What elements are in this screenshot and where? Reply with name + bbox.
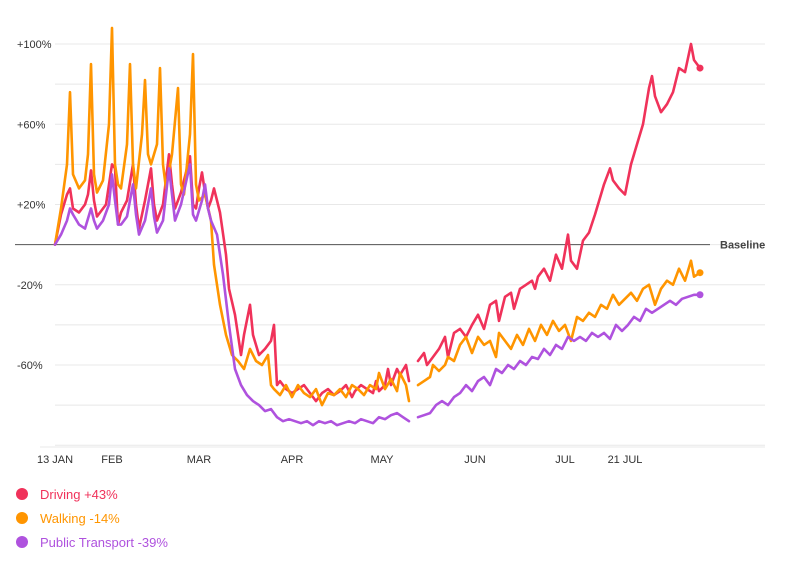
public-transport-end-point: [696, 291, 704, 299]
x-tick-label: JUN: [464, 454, 485, 466]
y-tick-label: -20%: [17, 280, 43, 292]
public-transport-line: [53, 163, 702, 427]
x-tick-label: JUL: [555, 454, 575, 466]
driving-dot-icon: [16, 488, 28, 500]
x-tick-label: 13 JAN: [37, 454, 73, 466]
baseline-label: Baseline: [720, 240, 765, 252]
driving-line: [53, 42, 702, 403]
legend-walking-label: Walking: [40, 510, 86, 526]
y-tick-label: +20%: [17, 200, 46, 212]
walking-dot-icon: [16, 512, 28, 524]
legend-item-walking[interactable]: Walking -14%: [16, 506, 168, 530]
x-tick-label: APR: [281, 454, 304, 466]
legend-public-transport-value: -39%: [137, 534, 168, 550]
y-tick-label: +100%: [17, 39, 52, 51]
driving-end-point: [696, 64, 704, 72]
legend-item-public-transport[interactable]: Public Transport -39%: [16, 530, 168, 554]
legend-item-driving[interactable]: Driving +43%: [16, 482, 168, 506]
legend-driving-value: +43%: [84, 486, 118, 502]
x-tick-label: MAR: [187, 454, 212, 466]
legend: Driving +43% Walking -14% Public Transpo…: [16, 482, 168, 554]
legend-public-transport-label: Public Transport: [40, 534, 134, 550]
y-tick-label: -60%: [17, 360, 43, 372]
x-tick-label: FEB: [101, 454, 122, 466]
y-tick-label: +60%: [17, 119, 46, 131]
legend-walking-value: -14%: [89, 510, 120, 526]
x-tick-label: 21 JUL: [608, 454, 643, 466]
walking-end-point: [696, 269, 704, 277]
x-tick-label: MAY: [370, 454, 394, 466]
legend-driving-label: Driving: [40, 486, 81, 502]
public-transport-dot-icon: [16, 536, 28, 548]
